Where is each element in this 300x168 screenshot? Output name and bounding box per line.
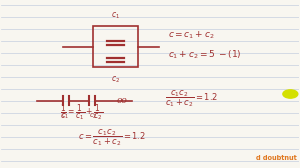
Text: $\dfrac{c_1 c_2}{c_1+c_2} = 1.2$: $\dfrac{c_1 c_2}{c_1+c_2} = 1.2$	[165, 89, 217, 109]
Text: $c_1$: $c_1$	[111, 10, 120, 21]
Text: $c = \dfrac{c_1 c_2}{c_1+c_2} = 1.2$: $c = \dfrac{c_1 c_2}{c_1+c_2} = 1.2$	[78, 128, 146, 149]
Text: $c_2$: $c_2$	[111, 75, 120, 85]
Bar	[93, 26, 138, 67]
Text: $c_1 + c_2 = 5 \;-(1)$: $c_1 + c_2 = 5 \;-(1)$	[168, 49, 242, 61]
Circle shape	[283, 90, 298, 98]
Text: $c_2$: $c_2$	[89, 112, 98, 121]
Text: $\dfrac{1}{c} = \dfrac{1}{c_1}+\dfrac{1}{c_2}$: $\dfrac{1}{c} = \dfrac{1}{c_1}+\dfrac{1}…	[60, 102, 104, 122]
Text: oo: oo	[116, 96, 127, 105]
Text: $c = c_1 + c_2$: $c = c_1 + c_2$	[168, 29, 214, 41]
Text: $c_1$: $c_1$	[61, 112, 69, 121]
Text: d doubtnut: d doubtnut	[256, 155, 296, 161]
